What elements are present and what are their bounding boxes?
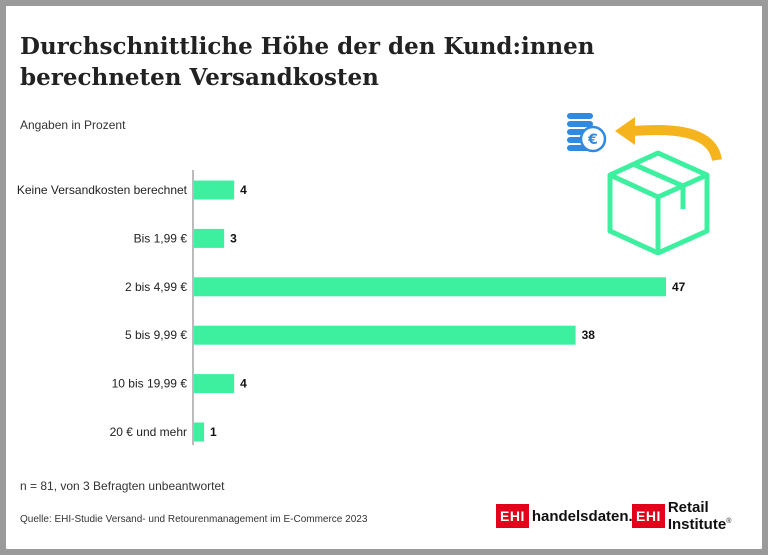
euro-icon: €: [579, 125, 607, 153]
chart-title: Durchschnittliche Höhe der den Kund:inne…: [20, 33, 595, 91]
handelsdaten-logo[interactable]: EHI handelsdaten.de: [496, 504, 650, 528]
category-label: 2 bis 4,99 €: [125, 280, 187, 294]
category-label: Keine Versandkosten berechnet: [17, 183, 188, 197]
category-label: Bis 1,99 €: [134, 231, 188, 245]
value-label: 47: [672, 280, 686, 294]
value-label: 38: [582, 328, 596, 342]
package-box-icon: [607, 150, 710, 255]
svg-text:€: €: [587, 132, 598, 148]
retail-institute-text: Retail Institute: [667, 499, 727, 533]
curved-arrow-icon: [615, 117, 722, 162]
value-label: 3: [230, 231, 237, 245]
bar: [194, 228, 225, 248]
ehi-retail-institute-logo[interactable]: EHI Retail Institute®: [632, 499, 768, 533]
category-label: 5 bis 9,99 €: [125, 328, 187, 342]
chart-subtitle: Angaben in Prozent: [20, 118, 126, 132]
shipping-illustration: €: [567, 113, 722, 255]
value-label: 4: [240, 377, 247, 391]
handelsdaten-text: handelsdaten.de: [531, 507, 651, 525]
source-note: Quelle: EHI-Studie Versand- und Retouren…: [20, 514, 368, 525]
value-label: 4: [240, 183, 247, 197]
bars-group: Keine Versandkosten berechnet 4 Bis 1,99 €…: [17, 180, 686, 442]
ehi-mark: EHI: [632, 504, 665, 528]
registered-mark: ®: [726, 518, 732, 525]
category-label: 20 € und mehr: [110, 425, 187, 439]
ehi-mark: EHI: [496, 504, 529, 528]
retail-institute-wrapper: Retail Institute®: [668, 499, 768, 533]
category-label: 10 bis 19,99 €: [112, 377, 188, 391]
bar: [194, 422, 205, 442]
bar: [194, 374, 235, 394]
value-label: 1: [210, 425, 217, 439]
sample-note: n = 81, von 3 Befragten unbeantwortet: [20, 479, 225, 493]
bar: [194, 325, 576, 345]
bar: [194, 180, 235, 200]
bar: [194, 277, 666, 297]
